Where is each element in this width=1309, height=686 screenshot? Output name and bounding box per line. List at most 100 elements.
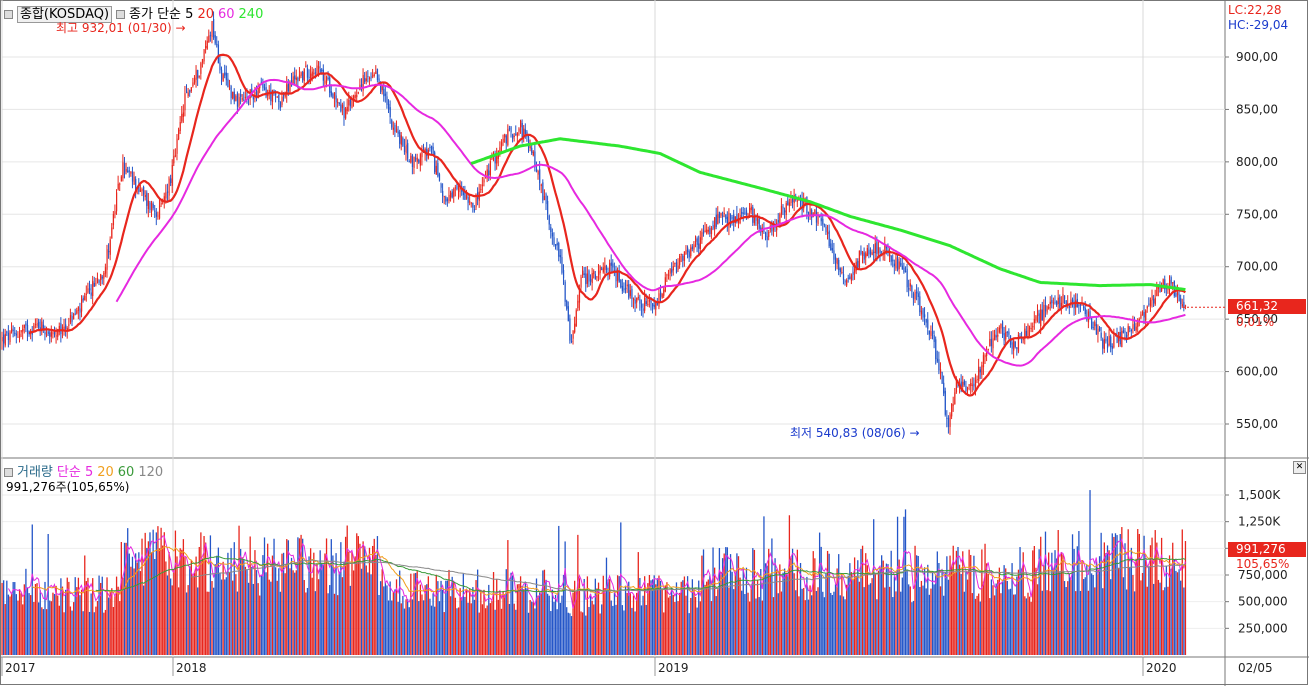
volume-bar bbox=[658, 575, 660, 655]
price-legend-box-icon[interactable] bbox=[4, 10, 13, 19]
vol-ma60-line bbox=[95, 555, 1186, 593]
candle-body bbox=[135, 178, 137, 191]
volume-bar bbox=[247, 582, 250, 655]
candle-body bbox=[173, 155, 175, 164]
candle-body bbox=[25, 323, 27, 326]
candle-body bbox=[437, 162, 439, 177]
volume-bar bbox=[397, 601, 399, 655]
candle-body bbox=[1110, 336, 1112, 348]
ma5-legend[interactable]: 종가 단순 5 bbox=[129, 7, 194, 22]
volume-bar bbox=[971, 593, 973, 655]
volume-bar bbox=[720, 571, 722, 655]
candle-body bbox=[755, 218, 757, 221]
candle-body bbox=[970, 383, 972, 386]
volume-bar bbox=[333, 593, 336, 655]
volume-bar bbox=[249, 536, 251, 655]
vol-ma5-legend[interactable]: 단순 5 bbox=[56, 465, 94, 480]
candle-body bbox=[518, 128, 520, 132]
candle-body bbox=[391, 120, 393, 128]
volume-bar bbox=[801, 588, 803, 655]
candle-body bbox=[609, 263, 611, 277]
candle-body bbox=[73, 314, 75, 320]
volume-bar bbox=[987, 573, 989, 655]
close-panel-icon[interactable]: ✕ bbox=[1293, 461, 1306, 474]
candle-body bbox=[378, 78, 380, 84]
candle-body bbox=[57, 329, 59, 337]
candle-body bbox=[181, 113, 183, 122]
volume-bar bbox=[756, 579, 759, 655]
candle-body bbox=[201, 59, 204, 63]
volume-bar bbox=[706, 581, 708, 655]
volume-bar bbox=[1071, 534, 1074, 655]
volume-bar bbox=[833, 591, 835, 655]
volume-bar bbox=[112, 606, 115, 655]
candle-body bbox=[98, 280, 100, 283]
vol-ma20-legend[interactable]: 20 bbox=[97, 465, 114, 480]
price-tick-label: 850,00 bbox=[1236, 102, 1278, 116]
vol-ma120-legend[interactable]: 120 bbox=[138, 465, 164, 480]
candle-body bbox=[388, 103, 390, 110]
candle-body bbox=[827, 231, 829, 235]
ma240-legend[interactable]: 240 bbox=[238, 7, 264, 22]
volume-bar bbox=[274, 567, 277, 655]
candle-body bbox=[456, 185, 458, 190]
vol-ma60-legend[interactable]: 60 bbox=[117, 465, 135, 480]
candle-body bbox=[232, 91, 234, 99]
candle-body bbox=[380, 83, 382, 92]
volume-bar bbox=[857, 560, 859, 655]
volume-bar bbox=[985, 563, 988, 655]
volume-bar bbox=[733, 589, 735, 655]
candle-body bbox=[973, 383, 975, 387]
volume-bar bbox=[402, 595, 404, 655]
candle-body bbox=[321, 69, 323, 72]
candle-body bbox=[852, 271, 854, 275]
candle-body bbox=[737, 220, 740, 223]
candle-body bbox=[93, 282, 95, 287]
candle-body bbox=[1176, 292, 1179, 296]
volume-bar bbox=[830, 592, 832, 655]
candle-body bbox=[438, 174, 441, 181]
candle-body bbox=[376, 69, 379, 81]
volume-bar bbox=[634, 611, 636, 655]
candle-body bbox=[674, 263, 676, 265]
candle-body bbox=[174, 155, 177, 157]
candle-body bbox=[197, 69, 199, 79]
price-tick-label: 550,00 bbox=[1236, 417, 1278, 431]
ma60-legend[interactable]: 60 bbox=[217, 7, 235, 22]
candle-body bbox=[874, 243, 876, 254]
volume-bar bbox=[675, 582, 678, 655]
candle-body bbox=[209, 35, 212, 37]
candle-body bbox=[532, 151, 534, 156]
candle-body bbox=[1001, 321, 1004, 336]
candle-body bbox=[488, 170, 490, 176]
candle-body bbox=[941, 372, 943, 384]
volume-bar bbox=[421, 594, 423, 655]
candle-body bbox=[4, 333, 6, 346]
candle-body bbox=[138, 185, 140, 192]
ma20-legend[interactable]: 20 bbox=[197, 7, 214, 22]
volume-bar bbox=[807, 599, 810, 655]
candle-body bbox=[785, 203, 787, 215]
volume-bar bbox=[609, 579, 611, 655]
candle-body bbox=[1092, 327, 1094, 329]
candle-body bbox=[679, 256, 681, 266]
candle-body bbox=[1153, 298, 1155, 304]
candle-body bbox=[1151, 295, 1153, 301]
volume-bar bbox=[599, 613, 601, 655]
candle-body bbox=[505, 135, 507, 144]
candle-body bbox=[1170, 277, 1172, 284]
candle-body bbox=[836, 258, 838, 265]
volume-bar bbox=[968, 549, 970, 655]
candle-body bbox=[515, 133, 517, 136]
volume-legend-box-icon[interactable] bbox=[4, 468, 13, 477]
price-title[interactable]: 종합(KOSDAQ) bbox=[17, 6, 113, 23]
ma-legend-box-icon[interactable] bbox=[116, 10, 126, 19]
candle-body bbox=[1184, 305, 1187, 307]
volume-bar bbox=[577, 534, 579, 655]
volume-title[interactable]: 거래량 bbox=[17, 465, 53, 480]
volume-bar bbox=[160, 527, 162, 655]
candle-body bbox=[825, 226, 827, 233]
candle-body bbox=[346, 106, 348, 112]
